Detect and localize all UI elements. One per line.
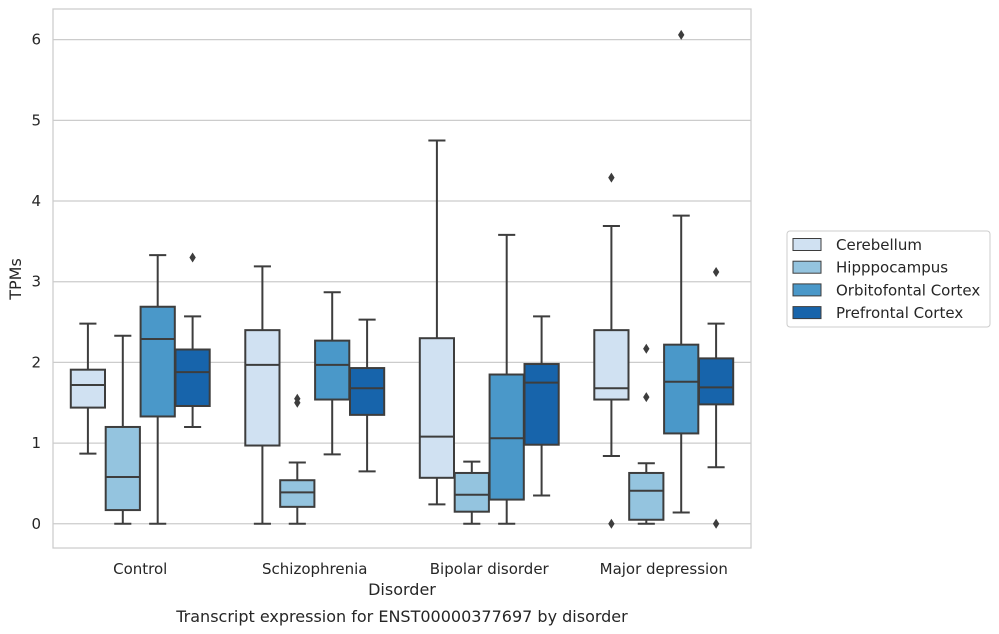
- box-iqr: [418, 337, 456, 479]
- box-iqr: [663, 343, 700, 435]
- box-prefrontal-cortex: [174, 252, 211, 428]
- x-tick-label: Schizophrenia: [262, 560, 367, 578]
- box-cerebellum: [593, 172, 630, 529]
- y-gridlines: [53, 39, 751, 525]
- chart-caption: Transcript expression for ENST0000037769…: [175, 607, 628, 626]
- outlier-point: [678, 29, 685, 40]
- y-tick-label: 3: [31, 273, 41, 291]
- box-prefrontal-cortex: [697, 267, 735, 529]
- box-hipppocampus: [628, 343, 665, 525]
- box-hipppocampus: [104, 334, 141, 525]
- box-iqr: [69, 368, 107, 409]
- box-iqr: [697, 357, 735, 406]
- legend-label: Cerebellum: [836, 236, 922, 254]
- y-tick-label: 1: [31, 434, 41, 452]
- box-iqr: [174, 348, 211, 407]
- box-series-group: [69, 29, 735, 529]
- outlier-point: [712, 267, 720, 278]
- legend-swatch: [792, 238, 822, 251]
- box-iqr: [453, 471, 490, 513]
- x-tick-label: Bipolar disorder: [430, 560, 550, 578]
- y-tick-label: 0: [31, 515, 41, 533]
- box-iqr: [104, 425, 141, 512]
- legend-label: Prefrontal Cortex: [836, 304, 963, 322]
- box-orbitofontal-cortex: [314, 291, 351, 456]
- box-iqr: [139, 305, 176, 418]
- x-tick-labels: Control Schizophrenia Bipolar disorder Majo…: [113, 560, 728, 578]
- outlier-point: [608, 172, 615, 183]
- box-orbitofontal-cortex: [488, 233, 525, 525]
- legend-swatch: [792, 260, 822, 274]
- x-tick-label: Major depression: [600, 560, 728, 578]
- y-tick-labels: 0 1 2 3 4 5 6: [31, 31, 41, 533]
- box-hipppocampus: [453, 460, 490, 525]
- outlier-point: [189, 252, 196, 263]
- legend-swatch: [792, 283, 822, 297]
- box-iqr: [523, 363, 560, 446]
- outlier-point: [643, 392, 650, 403]
- box-prefrontal-cortex: [523, 315, 560, 497]
- box-cerebellum: [69, 322, 107, 455]
- plot-frame: [52, 8, 752, 549]
- box-hipppocampus: [279, 393, 316, 525]
- x-axis-label: Disorder: [368, 580, 436, 599]
- x-tick-label: Control: [113, 560, 167, 578]
- plot-area: [53, 9, 751, 548]
- y-axis-label: TPMs: [6, 258, 25, 301]
- outlier-point: [608, 518, 615, 529]
- box-iqr: [244, 329, 281, 447]
- outlier-point: [643, 343, 650, 354]
- y-tick-label: 5: [31, 111, 41, 129]
- box-iqr: [628, 471, 665, 521]
- legend: Cerebellum Hipppocampus Orbitofontal Corte…: [786, 230, 991, 328]
- outlier-point: [712, 518, 720, 529]
- legend-frame: [786, 230, 991, 328]
- y-tick-label: 4: [31, 192, 41, 210]
- box-cerebellum: [418, 139, 456, 506]
- box-prefrontal-cortex: [348, 318, 386, 473]
- y-tick-label: 2: [31, 353, 41, 371]
- legend-swatch: [792, 306, 822, 320]
- box-iqr: [314, 339, 351, 401]
- box-iqr: [488, 373, 525, 501]
- outlier-point: [294, 393, 301, 404]
- y-tick-label: 6: [31, 31, 41, 49]
- box-cerebellum: [244, 265, 281, 525]
- legend-label: Orbitofontal Cortex: [836, 281, 980, 299]
- legend-label: Hipppocampus: [836, 259, 948, 277]
- box-iqr: [279, 479, 316, 508]
- box-orbitofontal-cortex: [139, 254, 176, 525]
- box-iqr: [348, 367, 386, 416]
